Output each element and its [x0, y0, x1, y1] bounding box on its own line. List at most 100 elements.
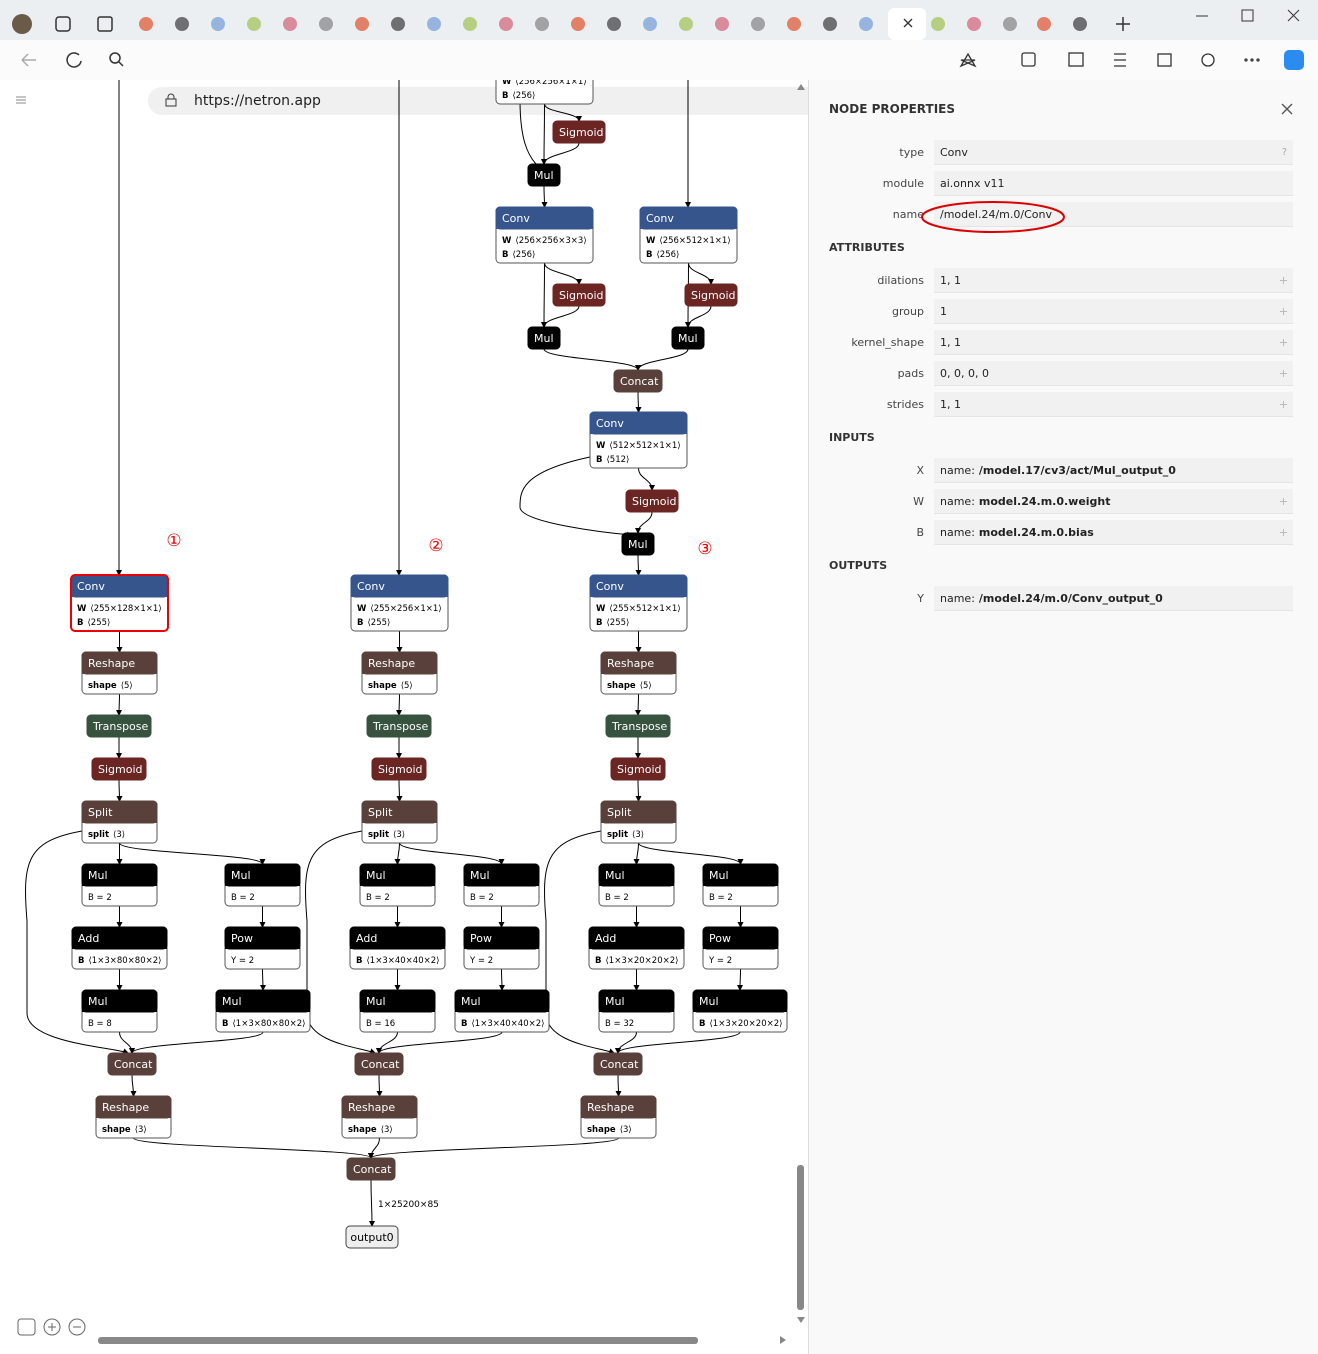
attribute-value: B = 8: [88, 1019, 112, 1029]
edge: [376, 1074, 383, 1097]
node-attribute: W ⟨256×256×3×3⟩: [502, 236, 587, 246]
node-header-fill: [350, 939, 445, 949]
expand-icon[interactable]: [1280, 401, 1287, 408]
graph-node[interactable]: Pow Y = 2: [463, 926, 540, 970]
node-title: Mul: [699, 995, 719, 1008]
node-attribute: B ⟨512⟩: [596, 455, 629, 465]
graph-node[interactable]: Sigmoid: [552, 283, 606, 307]
graph-node[interactable]: Pow Y = 2: [224, 926, 301, 970]
graph-node[interactable]: Sigmoid: [684, 283, 738, 307]
graph-node[interactable]: Mul B ⟨1×3×40×40×2⟩: [454, 989, 550, 1033]
graph-node[interactable]: Sigmoid: [371, 757, 427, 781]
expand-icon[interactable]: [1280, 308, 1287, 315]
selection-border: [70, 574, 169, 632]
graph-node[interactable]: Mul: [621, 532, 655, 556]
graph-node[interactable]: Split split ⟨3⟩: [361, 800, 438, 844]
graph-node[interactable]: Mul B = 2: [359, 863, 436, 907]
graph-node[interactable]: output0: [345, 1225, 399, 1249]
edges: [25, 80, 744, 1227]
graph-node[interactable]: Mul B = 2: [81, 863, 158, 907]
node-title: Split: [607, 806, 632, 819]
help-button[interactable]: ?: [1281, 146, 1287, 158]
graph-node[interactable]: Transpose: [86, 714, 152, 738]
graph-node[interactable]: Conv W ⟨512×512×1×1⟩ B ⟨512⟩: [589, 411, 688, 469]
expand-icon[interactable]: [1280, 277, 1287, 284]
edge: [541, 185, 548, 208]
graph-node[interactable]: Concat: [346, 1157, 396, 1181]
graph-node[interactable]: Conv W ⟨256×512×1×1⟩ B ⟨256⟩: [639, 206, 738, 264]
graph-node[interactable]: Conv W ⟨255×256×1×1⟩ B ⟨255⟩: [350, 574, 449, 632]
node-attribute: B = 2: [366, 893, 390, 903]
graph-node[interactable]: Reshape shape ⟨3⟩: [580, 1095, 657, 1139]
tab-favicon: [211, 17, 225, 31]
attribute-name: B: [78, 956, 84, 966]
expand-icon[interactable]: [1280, 498, 1287, 505]
node-attribute: W ⟨255×128×1×1⟩: [77, 604, 162, 614]
graph-node[interactable]: Sigmoid: [625, 489, 679, 513]
tab-favicon: [1037, 17, 1051, 31]
node-title: output0: [350, 1231, 393, 1244]
attribute-value: Y = 2: [230, 956, 254, 966]
graph-node[interactable]: Conv W ⟨255×512×1×1⟩ B ⟨255⟩: [589, 574, 688, 632]
graph-node[interactable]: Mul B = 2: [224, 863, 301, 907]
graph-node[interactable]: Pow Y = 2: [702, 926, 779, 970]
node-title: Mul: [534, 332, 554, 345]
property-label: pads: [897, 367, 924, 380]
attribute-value: B = 2: [366, 893, 390, 903]
graph-node[interactable]: Reshape shape ⟨3⟩: [341, 1095, 418, 1139]
graph-node[interactable]: Mul B = 2: [702, 863, 779, 907]
graph-node[interactable]: Mul B = 2: [598, 863, 675, 907]
graph-node[interactable]: Sigmoid: [552, 120, 606, 144]
graph-node[interactable]: Reshape shape ⟨5⟩: [361, 651, 438, 695]
graph-node[interactable]: Add B ⟨1×3×20×20×2⟩: [588, 926, 685, 970]
node-attribute: shape ⟨5⟩: [88, 681, 133, 691]
graph-node[interactable]: Mul B = 2: [463, 863, 540, 907]
node-attribute: B = 2: [231, 893, 255, 903]
graph-node[interactable]: Transpose: [366, 714, 432, 738]
url[interactable]: https://netron.app: [194, 93, 321, 109]
tab-favicon: [715, 17, 729, 31]
expand-icon[interactable]: [1280, 529, 1287, 536]
graph-node[interactable]: Split split ⟨3⟩: [81, 800, 158, 844]
graph-node[interactable]: Concat: [613, 369, 663, 393]
expand-icon[interactable]: [1280, 339, 1287, 346]
node-attribute: B ⟨1×3×40×40×2⟩: [461, 1019, 544, 1029]
graph-node[interactable]: Reshape shape ⟨5⟩: [81, 651, 158, 695]
node-attribute: B = 8: [88, 1019, 112, 1029]
graph-node[interactable]: Split split ⟨3⟩: [600, 800, 677, 844]
graph-node[interactable]: Sigmoid: [91, 757, 147, 781]
graph-node[interactable]: Concat: [593, 1052, 643, 1076]
graph-node[interactable]: Mul: [527, 163, 561, 187]
graph-node[interactable]: Add B ⟨1×3×40×40×2⟩: [349, 926, 446, 970]
edge: [635, 511, 653, 534]
graph-node[interactable]: Concat: [107, 1052, 157, 1076]
graph-node[interactable]: Conv W ⟨256×256×3×3⟩ B ⟨256⟩: [495, 206, 594, 264]
toolbar: [16, 84, 805, 1344]
graph-node[interactable]: Reshape shape ⟨5⟩: [600, 651, 677, 695]
graph-node[interactable]: Mul B = 32: [598, 989, 675, 1033]
graph-node[interactable]: Reshape shape ⟨3⟩: [95, 1095, 172, 1139]
graph-node[interactable]: Transpose: [605, 714, 671, 738]
attribute-value: ⟨3⟩: [632, 830, 644, 840]
graph-node[interactable]: Mul B ⟨1×3×80×80×2⟩: [215, 989, 311, 1033]
node-title: Mul: [605, 869, 625, 882]
expand-icon[interactable]: [1280, 370, 1287, 377]
close-button[interactable]: [1281, 103, 1293, 115]
node-attribute: B = 2: [605, 893, 629, 903]
graph-node[interactable]: Mul B = 8: [81, 989, 158, 1033]
graph-node[interactable]: Concat: [354, 1052, 404, 1076]
graph-node[interactable]: W ⟨256×256×1×1⟩ B ⟨256⟩: [495, 80, 594, 105]
graph-node[interactable]: Add B ⟨1×3×80×80×2⟩: [71, 926, 168, 970]
edge: [119, 842, 266, 865]
graph-node[interactable]: Mul B ⟨1×3×20×20×2⟩: [692, 989, 788, 1033]
node-title: Mul: [461, 995, 481, 1008]
node-header-fill: [703, 876, 778, 886]
panel-title: NODE PROPERTIES: [829, 102, 955, 116]
graph-node[interactable]: Mul: [527, 326, 561, 350]
graph-node[interactable]: Mul: [671, 326, 705, 350]
graph-node[interactable]: Conv W ⟨255×128×1×1⟩ B ⟨255⟩: [70, 574, 169, 632]
graph-node[interactable]: Mul B = 16: [359, 989, 436, 1033]
property-row: pads 0, 0, 0, 0: [829, 361, 1293, 386]
graph-node[interactable]: Sigmoid: [610, 757, 666, 781]
